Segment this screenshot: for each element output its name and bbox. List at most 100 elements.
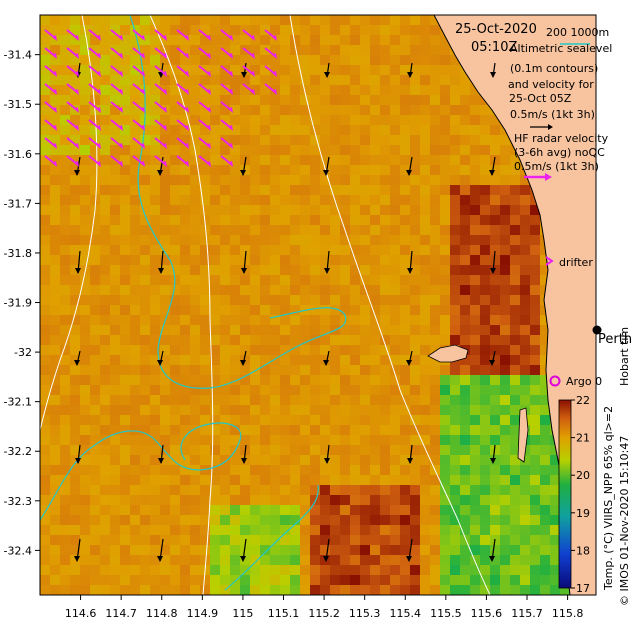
sst-cell <box>550 465 561 476</box>
sst-cell <box>380 235 391 246</box>
sst-cell <box>220 435 231 446</box>
sst-cell <box>520 585 531 595</box>
sst-cell <box>400 305 411 316</box>
sst-cell <box>150 365 161 376</box>
sst-cell <box>550 505 561 516</box>
sst-cell <box>440 225 451 236</box>
sst-cell <box>440 245 451 256</box>
sst-cell <box>160 55 171 66</box>
sst-cell <box>420 525 431 536</box>
sst-cell <box>190 455 201 466</box>
sst-cell <box>190 375 201 386</box>
sst-cell <box>490 165 501 176</box>
sst-cell <box>130 85 141 96</box>
sst-cell <box>120 345 131 356</box>
sst-cell <box>360 435 371 446</box>
sst-cell <box>60 455 71 466</box>
sst-cell <box>40 235 51 246</box>
sst-cell <box>520 185 531 196</box>
sst-cell <box>40 55 51 66</box>
sst-cell <box>230 35 241 46</box>
hf-arrowhead <box>206 71 211 77</box>
sst-cell <box>530 335 541 346</box>
sst-cell <box>280 175 291 186</box>
sst-cell <box>220 95 231 106</box>
hf-arrowhead <box>162 107 167 113</box>
sst-cell <box>200 515 211 526</box>
sst-cell <box>520 505 531 516</box>
sst-cell <box>330 165 341 176</box>
sst-cell <box>270 205 281 216</box>
sst-cell <box>430 275 441 286</box>
sst-cell <box>260 415 271 426</box>
sst-cell <box>410 145 421 156</box>
sst-cell <box>340 395 351 406</box>
sst-cell <box>180 265 191 276</box>
sst-cell <box>40 435 51 446</box>
sst-cell <box>340 475 351 486</box>
sst-cell <box>350 65 361 76</box>
sst-cell <box>340 525 351 536</box>
sst-cell <box>360 555 371 566</box>
sst-cell <box>540 465 551 476</box>
sst-cell <box>70 255 81 266</box>
sst-cell <box>450 585 461 595</box>
sst-cell <box>280 375 291 386</box>
sst-cell <box>100 85 111 96</box>
perth-label: Perth <box>598 332 632 347</box>
sst-cell <box>170 105 181 116</box>
sst-cell <box>80 545 91 556</box>
sst-cell <box>380 55 391 66</box>
sst-cell <box>60 315 71 326</box>
sst-cell <box>490 455 501 466</box>
sst-cell <box>190 85 201 96</box>
y-tick-label: -32.1 <box>4 396 32 409</box>
sst-cell <box>330 485 341 496</box>
sst-cell <box>370 95 381 106</box>
sst-cell <box>380 85 391 96</box>
sst-cell <box>170 205 181 216</box>
sst-cell <box>50 475 61 486</box>
sst-cell <box>100 585 111 595</box>
sst-cell <box>190 25 201 36</box>
velocity-arrowhead <box>158 72 164 78</box>
sst-cell <box>360 355 371 366</box>
sst-cell <box>480 565 491 576</box>
sst-cell <box>310 135 321 146</box>
sst-cell <box>110 325 121 336</box>
sst-cell <box>390 425 401 436</box>
sst-cell <box>390 435 401 446</box>
sst-cell <box>170 475 181 486</box>
sst-cell <box>470 515 481 526</box>
sst-cell <box>340 235 351 246</box>
sst-cell <box>220 445 231 456</box>
sst-cell <box>110 535 121 546</box>
sst-cell <box>300 445 311 456</box>
sst-cell <box>460 265 471 276</box>
sst-cell <box>400 415 411 426</box>
sst-cell <box>270 475 281 486</box>
sst-cell <box>220 115 231 126</box>
sst-cell <box>350 125 361 136</box>
sst-cell <box>60 205 71 216</box>
sst-cell <box>500 475 511 486</box>
sst-cell <box>180 295 191 306</box>
sst-cell <box>370 15 381 26</box>
sst-cell <box>440 45 451 56</box>
sst-cell <box>170 25 181 36</box>
sst-cell <box>50 175 61 186</box>
sst-cell <box>210 65 221 76</box>
sst-cell <box>480 445 491 456</box>
sst-cell <box>190 575 201 586</box>
sst-cell <box>500 565 511 576</box>
sst-cell <box>290 245 301 256</box>
sst-cell <box>270 575 281 586</box>
sst-cell <box>200 125 211 136</box>
sst-cell <box>420 245 431 256</box>
sst-cell <box>150 395 161 406</box>
sst-cell <box>60 475 71 486</box>
sst-cell <box>250 445 261 456</box>
x-tick-label: 115 <box>232 607 253 620</box>
sst-cell <box>110 365 121 376</box>
sst-cell <box>480 125 491 136</box>
